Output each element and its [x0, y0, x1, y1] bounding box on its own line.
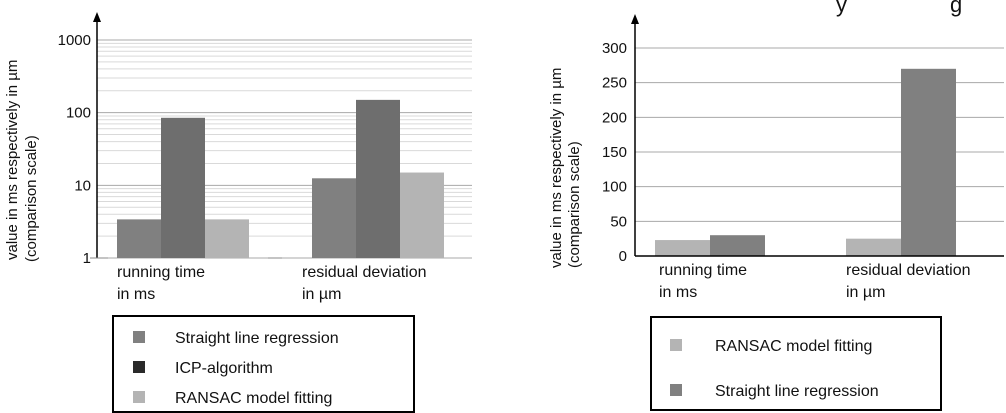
y-axis-label: value in ms respectively in µm — [548, 68, 565, 268]
bar-straight-line-regression — [117, 219, 161, 258]
right-chart: 0 50 100 150 200 250 300 y g running time in ms res… — [548, 0, 1004, 411]
chart-title-fragment: g — [950, 0, 962, 17]
category-label: residual deviation — [302, 264, 427, 281]
bar-ransac-model-fitting — [400, 172, 444, 258]
chart-title-fragment: y — [836, 0, 847, 17]
bar-ransac-model-fitting — [655, 240, 710, 256]
legend-label: RANSAC model fitting — [715, 338, 872, 355]
legend-swatch — [670, 339, 682, 351]
category-label: in ms — [117, 286, 155, 303]
y-axis-label: (comparison scale) — [566, 141, 583, 268]
y-tick-label: 200 — [602, 109, 627, 126]
category-label: residual deviation — [846, 262, 971, 279]
legend-label: ICP-algorithm — [175, 360, 273, 377]
category-label: in µm — [846, 284, 885, 301]
legend-label: RANSAC model fitting — [175, 390, 332, 407]
y-tick-label: 250 — [602, 75, 627, 92]
legend-swatch — [133, 331, 145, 343]
y-tick-label: 10 — [74, 177, 91, 194]
y-axis-arrow — [93, 12, 101, 22]
bar-straight-line-regression — [710, 235, 765, 256]
y-tick-label: 50 — [610, 213, 627, 230]
legend-box — [650, 316, 942, 411]
bar-icp-algorithm — [356, 99, 400, 259]
y-tick-label: 300 — [602, 40, 627, 57]
y-tick-label: 150 — [602, 144, 627, 161]
y-tick-label: 0 — [619, 248, 627, 265]
left-chart: 1 10 100 1000 running time in ms residual devi… — [4, 12, 472, 413]
bar-icp-algorithm — [161, 117, 205, 258]
category-label: running time — [117, 264, 205, 281]
y-tick-label: 1000 — [58, 32, 91, 49]
y-tick-label: 100 — [66, 105, 91, 122]
bar-straight-line-regression — [312, 178, 356, 258]
category-label: running time — [659, 262, 747, 279]
y-axis-arrow — [631, 14, 639, 24]
legend-label: Straight line regression — [175, 330, 339, 347]
legend-swatch — [133, 391, 145, 403]
y-tick-label: 1 — [83, 250, 91, 267]
legend-label: Straight line regression — [715, 383, 879, 400]
bar-straight-line-regression — [901, 68, 956, 256]
y-tick-label: 100 — [602, 179, 627, 196]
legend-swatch — [133, 361, 145, 373]
y-axis-label: (comparison scale) — [23, 135, 40, 262]
category-label: in µm — [302, 286, 341, 303]
y-axis-label: value in ms respectively in µm — [4, 60, 21, 260]
bar-ransac-model-fitting — [846, 238, 901, 256]
bar-ransac-model-fitting — [205, 219, 249, 258]
legend-swatch — [670, 384, 682, 396]
category-label: in ms — [659, 284, 697, 301]
legend-box — [112, 315, 415, 413]
